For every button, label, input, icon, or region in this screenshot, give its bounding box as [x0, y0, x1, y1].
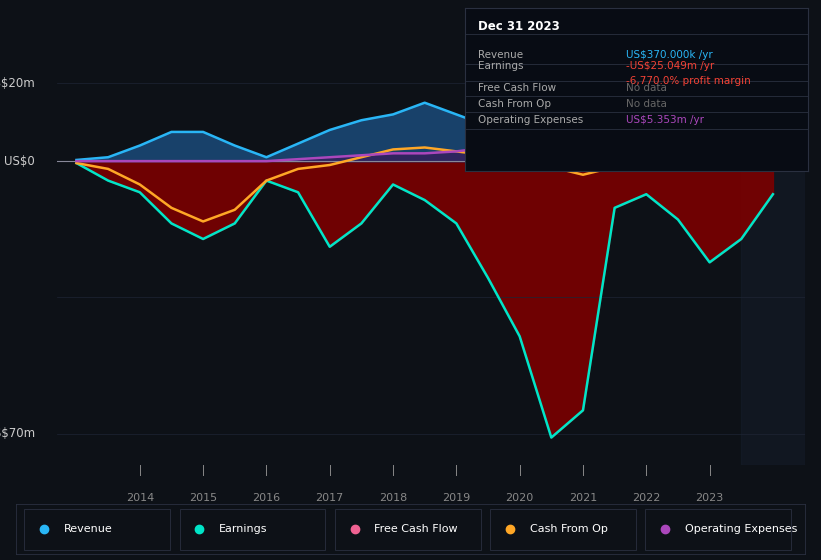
Text: No data: No data: [626, 83, 667, 94]
Text: 2023: 2023: [695, 493, 724, 503]
Text: 2021: 2021: [569, 493, 597, 503]
Text: -US$25.049m /yr: -US$25.049m /yr: [626, 61, 714, 71]
Text: Free Cash Flow: Free Cash Flow: [374, 524, 458, 534]
Text: Earnings: Earnings: [219, 524, 268, 534]
Text: Revenue: Revenue: [64, 524, 112, 534]
Text: 2016: 2016: [252, 493, 281, 503]
Text: Operating Expenses: Operating Expenses: [479, 115, 584, 125]
Text: Cash From Op: Cash From Op: [530, 524, 608, 534]
Text: US$5.353m /yr: US$5.353m /yr: [626, 115, 704, 125]
Bar: [741, 56, 805, 465]
Text: Cash From Op: Cash From Op: [479, 99, 552, 109]
Text: 2019: 2019: [443, 493, 470, 503]
Text: 2020: 2020: [506, 493, 534, 503]
Text: -US$70m: -US$70m: [0, 427, 35, 440]
Text: -6,770.0% profit margin: -6,770.0% profit margin: [626, 76, 750, 86]
Text: US$20m: US$20m: [0, 77, 35, 90]
Text: 2017: 2017: [315, 493, 344, 503]
Text: Operating Expenses: Operating Expenses: [685, 524, 797, 534]
Text: Dec 31 2023: Dec 31 2023: [479, 20, 560, 33]
Text: Free Cash Flow: Free Cash Flow: [479, 83, 557, 94]
Text: Earnings: Earnings: [479, 61, 524, 71]
Text: 2015: 2015: [189, 493, 218, 503]
Text: US$370.000k /yr: US$370.000k /yr: [626, 50, 713, 60]
Text: 2014: 2014: [126, 493, 154, 503]
Text: 2022: 2022: [632, 493, 660, 503]
Text: US$0: US$0: [4, 155, 35, 167]
Text: Revenue: Revenue: [479, 50, 524, 60]
Text: No data: No data: [626, 99, 667, 109]
Text: 2018: 2018: [379, 493, 407, 503]
